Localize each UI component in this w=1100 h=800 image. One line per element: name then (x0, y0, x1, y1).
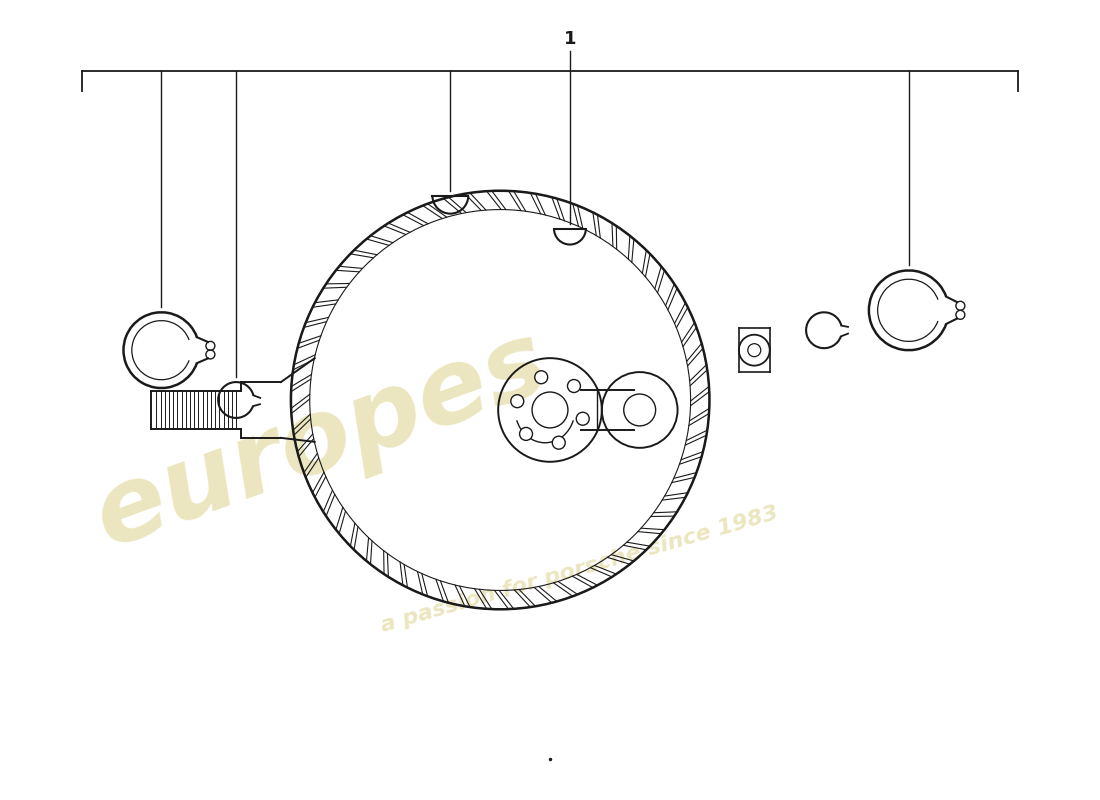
Circle shape (510, 394, 524, 408)
Text: a passion for porsche since 1983: a passion for porsche since 1983 (378, 503, 781, 636)
Circle shape (576, 412, 590, 426)
Circle shape (568, 379, 581, 393)
Circle shape (519, 427, 532, 441)
Text: 1: 1 (563, 30, 576, 48)
Circle shape (552, 436, 565, 449)
Text: europes: europes (80, 311, 561, 569)
Circle shape (535, 370, 548, 384)
